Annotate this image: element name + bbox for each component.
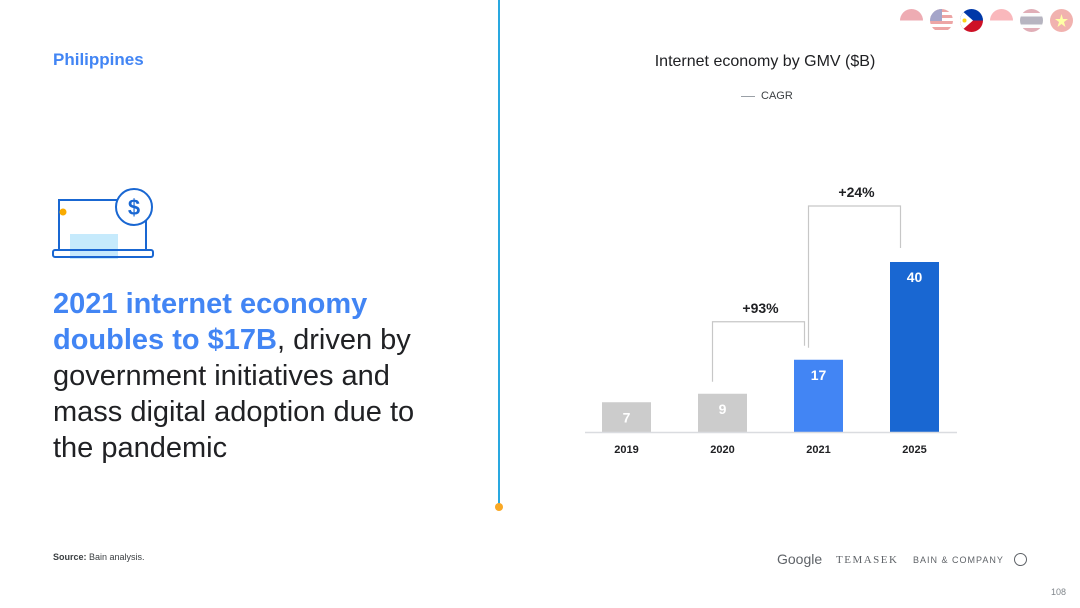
bar-2020 xyxy=(698,393,747,432)
data-label-2021: 17 xyxy=(811,367,827,383)
data-label-2020: 9 xyxy=(719,401,727,417)
svg-text:$: $ xyxy=(128,195,140,220)
headline-highlight: 2021 internet economy doubles to $17B xyxy=(53,288,368,356)
google-logo: Google xyxy=(777,551,823,567)
country-flag-nav xyxy=(900,9,1073,32)
temasek-logo: TEMASEK xyxy=(836,554,899,566)
page-number: 108 xyxy=(1051,587,1067,597)
vertical-divider xyxy=(498,0,500,506)
gmv-bar-chart: 7 2019 9 2020 17 2021 40 2025 +93% +24% xyxy=(585,184,957,456)
data-label-2025: 40 xyxy=(907,269,923,285)
source-note: Source: Bain analysis. xyxy=(53,552,145,562)
tick-label-2021: 2021 xyxy=(806,444,830,456)
laptop-dollar-icon: $ xyxy=(52,188,154,259)
bar-2019 xyxy=(602,402,651,432)
legend-line-swatch xyxy=(741,95,755,97)
bain-logo: BAIN & COMPANY xyxy=(913,555,1004,565)
cagr-label-2021-2025: +24% xyxy=(838,184,875,200)
country-label: Philippines xyxy=(53,50,144,69)
tick-label-2025: 2025 xyxy=(902,444,926,456)
singapore-flag-icon[interactable] xyxy=(990,9,1013,32)
bar-2021 xyxy=(794,359,843,432)
cagr-connector-2021-2025 xyxy=(807,205,902,348)
legend-label-cagr: CAGR xyxy=(761,90,793,102)
bain-logo-mark xyxy=(1014,553,1027,566)
source-label: Source: xyxy=(53,552,87,562)
philippines-flag-icon[interactable] xyxy=(960,9,983,32)
cagr-label-2020-2021: +93% xyxy=(742,300,779,316)
headline: 2021 internet economy doubles to $17B, d… xyxy=(53,286,453,466)
data-label-2019: 7 xyxy=(623,409,631,425)
tick-label-2019: 2019 xyxy=(614,444,638,456)
divider-dot xyxy=(495,503,503,511)
bar-2025 xyxy=(890,262,939,432)
thailand-flag-icon[interactable] xyxy=(1020,9,1043,32)
cagr-connector-2020-2021 xyxy=(711,321,806,382)
malaysia-flag-icon[interactable] xyxy=(930,9,953,32)
vietnam-flag-icon[interactable] xyxy=(1050,9,1073,32)
indonesia-flag-icon[interactable] xyxy=(900,9,923,32)
tick-label-2020: 2020 xyxy=(710,444,734,456)
chart-legend: CAGR xyxy=(741,90,793,102)
headline-rest: , driven by government initiatives and m… xyxy=(53,324,415,464)
source-text: Bain analysis. xyxy=(86,552,145,562)
chart-title: Internet economy by GMV ($B) xyxy=(654,53,876,70)
